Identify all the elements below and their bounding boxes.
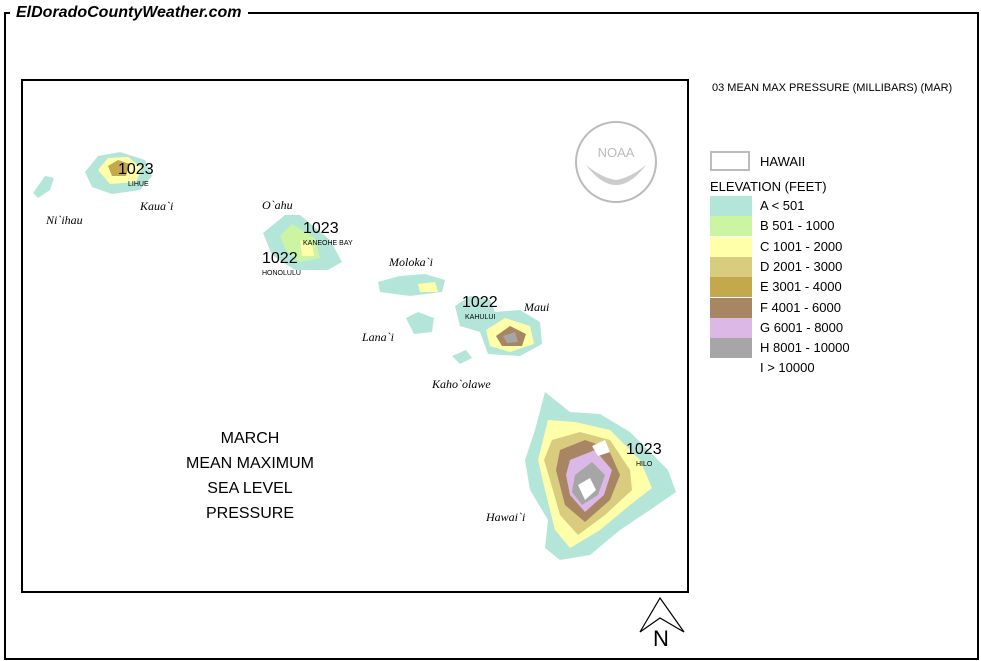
legend-label: H 8001 - 10000 xyxy=(760,340,850,356)
map-title-line: MARCH xyxy=(220,430,280,447)
label-kauai: Kaua`i xyxy=(140,199,174,213)
station-lihue: LIHUE xyxy=(128,181,149,188)
legend-label: B 501 - 1000 xyxy=(760,218,835,234)
legend-swatch xyxy=(710,297,752,318)
station-kahului: KAHULUI xyxy=(465,314,496,321)
station-honolulu: HONOLULU xyxy=(262,270,301,277)
svg-text:NOAA: NOAA xyxy=(598,145,635,160)
label-hawaii: Hawai`i xyxy=(486,510,526,524)
island-lanai xyxy=(406,312,434,334)
label-lanai: Lana`i xyxy=(362,330,395,344)
label-oahu: O`ahu xyxy=(262,198,293,212)
legend-state-label: HAWAII xyxy=(760,154,806,169)
map-title-line: SEA LEVEL PRESSURE xyxy=(205,480,295,522)
map-title: MARCH MEAN MAXIMUM SEA LEVEL PRESSURE xyxy=(170,426,330,526)
pressure-lihue: 1023 xyxy=(118,161,154,178)
pressure-kaneohe: 1023 xyxy=(303,220,339,237)
island-kahoolawe xyxy=(452,350,472,364)
legend-swatch xyxy=(710,256,752,277)
site-title: ElDoradoCountyWeather.com xyxy=(10,4,248,22)
legend-label: C 1001 - 2000 xyxy=(760,238,843,254)
station-kaneohe: KANEOHE BAY xyxy=(303,240,353,247)
station-hilo: HILO xyxy=(636,461,653,468)
label-kahoolawe: Kaho`olawe xyxy=(432,377,491,391)
legend-label: A < 501 xyxy=(760,198,805,213)
legend-label: F 4001 - 6000 xyxy=(760,299,841,315)
legend-title: 03 MEAN MAX PRESSURE (MILLIBARS) (MAR) xyxy=(712,82,953,94)
pressure-kahului: 1022 xyxy=(462,294,498,311)
frame xyxy=(4,12,979,660)
legend-swatch xyxy=(710,317,752,338)
north-label: N xyxy=(653,626,669,651)
legend-label: E 3001 - 4000 xyxy=(760,279,842,295)
legend-label: I > 10000 xyxy=(760,360,815,376)
pressure-honolulu: 1022 xyxy=(262,250,298,267)
legend-swatch xyxy=(710,277,752,298)
label-niihau: Ni`ihau xyxy=(46,213,83,227)
legend-swatch xyxy=(710,358,752,379)
map-panel xyxy=(21,79,689,593)
label-molokai: Moloka`i xyxy=(389,255,433,269)
label-maui: Maui xyxy=(524,300,550,314)
pressure-hilo: 1023 xyxy=(626,441,662,458)
noaa-logo: NOAA xyxy=(575,121,657,203)
legend-elevation-title: ELEVATION (FEET) xyxy=(710,179,827,194)
legend-state-swatch xyxy=(710,151,750,171)
legend-label: G 6001 - 8000 xyxy=(760,319,844,335)
island-niihau xyxy=(33,176,54,198)
legend-label: D 2001 - 3000 xyxy=(760,258,843,274)
map-title-line: MEAN MAXIMUM xyxy=(186,455,314,472)
legend-swatch xyxy=(710,338,752,359)
legend-swatch xyxy=(710,196,752,216)
legend-swatch xyxy=(710,236,752,257)
legend-swatch xyxy=(710,216,752,237)
north-arrow-icon xyxy=(639,596,685,633)
